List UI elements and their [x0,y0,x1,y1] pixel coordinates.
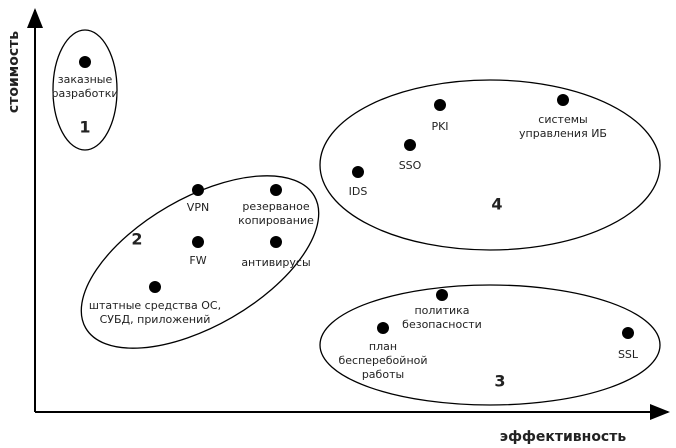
point-label: СУБД, приложений [100,313,211,326]
point [557,94,569,106]
point-label: SSO [399,159,422,172]
group-number: 2 [131,230,142,249]
group-3-ellipse [319,284,661,406]
point-label: системы [538,113,587,126]
point [377,322,389,334]
group-1-ellipse [52,29,118,151]
point-label: резерваное [242,200,309,213]
point-label: безопасности [402,318,482,331]
point-label: IDS [349,185,368,198]
group-number: 4 [491,195,502,214]
point [434,99,446,111]
x-axis-label: эффективность [500,429,627,445]
point-label: управления ИБ [519,127,607,140]
point [270,236,282,248]
point-label: FW [189,254,206,267]
point-label: PKI [431,120,448,133]
y-axis-label: стоимость [6,31,22,113]
point [622,327,634,339]
group-4-ellipse [319,79,661,251]
group-number: 1 [79,118,90,137]
point-label: антивирусы [241,256,310,269]
point-label: работы [362,368,404,381]
group-2-ellipse [80,175,320,349]
point [149,281,161,293]
point-label: штатные средства ОС, [89,299,221,312]
point-label: заказные [58,73,113,86]
point-label: политика [414,304,469,317]
point-label: копирование [238,214,314,227]
point-label: VPN [187,201,209,214]
point [404,139,416,151]
point [352,166,364,178]
point-label: план [369,340,397,353]
point [192,184,204,196]
point [436,289,448,301]
point-label: разработки [51,87,118,100]
point-label: бесперебойной [338,354,427,367]
point [192,236,204,248]
point [270,184,282,196]
point [79,56,91,68]
group-number: 3 [494,372,505,391]
point-label: SSL [618,348,639,361]
